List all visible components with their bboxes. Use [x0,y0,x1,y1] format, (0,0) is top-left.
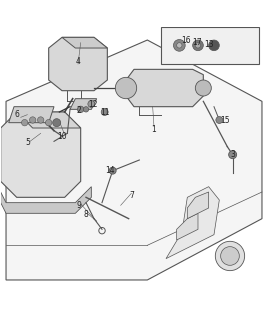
Polygon shape [62,37,107,48]
Text: 14: 14 [105,166,115,175]
Polygon shape [9,107,54,123]
Polygon shape [177,213,198,240]
Text: 11: 11 [100,108,109,116]
Circle shape [77,106,84,113]
Text: 1: 1 [152,125,156,134]
Text: 13: 13 [204,40,214,49]
Text: 17: 17 [192,38,202,47]
Circle shape [215,241,245,271]
Circle shape [46,119,52,126]
Circle shape [193,40,203,51]
Text: 15: 15 [220,116,229,124]
Text: 8: 8 [84,210,88,219]
Circle shape [38,117,44,123]
Polygon shape [70,99,97,109]
Circle shape [83,107,89,112]
Circle shape [115,77,137,99]
Text: 4: 4 [76,57,80,66]
Circle shape [195,43,201,48]
Circle shape [216,116,223,124]
Circle shape [109,167,116,174]
Circle shape [53,119,61,127]
Circle shape [229,151,237,159]
Circle shape [21,119,28,126]
Circle shape [209,40,219,51]
Polygon shape [187,192,209,219]
Polygon shape [1,112,81,197]
Circle shape [101,108,108,116]
Text: 10: 10 [57,132,67,140]
Polygon shape [17,112,81,128]
Polygon shape [49,37,107,91]
Polygon shape [6,40,262,280]
Polygon shape [126,69,203,107]
Text: 6: 6 [14,110,19,119]
Circle shape [54,119,60,126]
Circle shape [195,80,211,96]
Text: 9: 9 [77,201,82,210]
Circle shape [29,117,36,123]
Text: 16: 16 [181,36,191,44]
Text: 2: 2 [77,106,82,115]
Circle shape [221,247,239,265]
Text: 5: 5 [25,138,30,147]
Circle shape [177,43,182,48]
Text: 12: 12 [88,100,98,108]
Text: 3: 3 [230,150,235,159]
Polygon shape [161,27,259,64]
Circle shape [173,39,185,51]
Polygon shape [166,187,219,259]
Circle shape [88,100,95,108]
Text: 7: 7 [129,191,134,201]
Polygon shape [1,187,91,213]
